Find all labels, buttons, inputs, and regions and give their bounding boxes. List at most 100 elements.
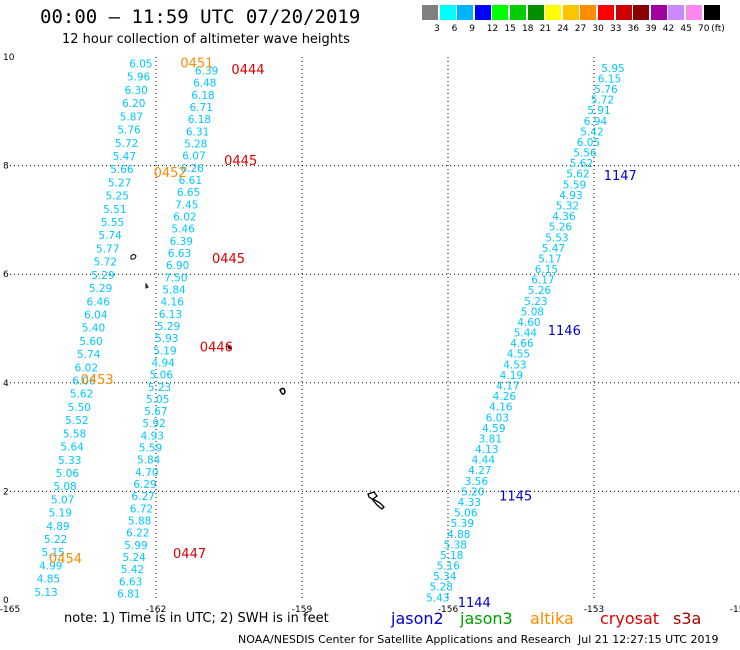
wave-height-value: 4.94 xyxy=(151,357,175,369)
credit-line: NOAA/NESDIS Center for Satellite Applica… xyxy=(238,633,572,646)
wave-height-value: 5.42 xyxy=(580,126,603,138)
island-outline xyxy=(227,343,232,350)
wave-height-value: 6.18 xyxy=(188,114,211,126)
wave-height-value: 5.59 xyxy=(139,443,162,455)
island-outline xyxy=(279,387,286,395)
wave-height-value: 5.91 xyxy=(587,105,610,117)
wave-height-value: 6.06 xyxy=(72,376,96,388)
wave-height-value: 5.72 xyxy=(115,138,138,150)
wave-height-value: 3.56 xyxy=(465,476,489,488)
wave-height-value: 5.33 xyxy=(58,455,81,467)
wave-height-value: 4.53 xyxy=(503,359,526,371)
legend-label: 12 xyxy=(486,24,499,34)
wave-height-value: 5.39 xyxy=(451,518,474,530)
legend-swatch xyxy=(492,5,509,20)
wave-height-value: 5.19 xyxy=(49,508,72,520)
wave-height-value: 4.85 xyxy=(37,574,60,586)
wave-height-value: 5.53 xyxy=(545,232,568,244)
wave-height-value: 4.93 xyxy=(559,190,582,202)
legend-swatch xyxy=(650,5,667,20)
wave-height-value: 5.95 xyxy=(601,63,624,75)
wave-height-value: 4.13 xyxy=(475,444,498,456)
wave-height-value: 5.13 xyxy=(34,587,57,599)
wave-height-value: 5.59 xyxy=(563,179,586,191)
wave-height-value: 6.13 xyxy=(159,309,182,321)
wave-height-value: 5.96 xyxy=(127,72,151,84)
wave-height-value: 5.29 xyxy=(91,270,114,282)
wave-height-value: 4.16 xyxy=(489,402,513,414)
x-tick-label: -165 xyxy=(0,605,20,615)
wave-height-value: 6.03 xyxy=(486,412,509,424)
legend-label: 18 xyxy=(522,24,534,34)
pass-time-label: 1145 xyxy=(499,490,532,505)
wave-height-value: 4.44 xyxy=(472,455,496,467)
wave-height-value: 5.26 xyxy=(528,285,552,297)
wave-height-value: 4.33 xyxy=(458,497,481,509)
wave-height-value: 6.27 xyxy=(132,491,155,503)
legend-swatch xyxy=(474,5,491,20)
wave-height-value: 4.36 xyxy=(552,211,576,223)
y-tick-label: 8 xyxy=(3,162,9,172)
wave-height-value: 6.17 xyxy=(531,275,554,287)
x-tick-label: -159 xyxy=(292,605,313,615)
legend-label: 24 xyxy=(557,24,569,34)
wave-height-value: 5.17 xyxy=(538,253,561,265)
legend-swatch xyxy=(580,5,597,20)
legend-swatch xyxy=(439,5,456,20)
wave-height-value: 5.38 xyxy=(444,539,467,551)
satellite-label-s3a: s3a xyxy=(673,609,702,628)
wave-height-value: 5.08 xyxy=(53,481,76,493)
wave-height-value: 5.55 xyxy=(101,217,124,229)
wave-height-value: 5.06 xyxy=(454,508,478,520)
wave-height-value: 6.05 xyxy=(577,137,600,149)
wave-height-value: 5.67 xyxy=(144,406,167,418)
wave-height-value: 5.28 xyxy=(430,582,453,594)
wave-height-value: 6.48 xyxy=(193,78,216,90)
y-tick-label: 0 xyxy=(3,596,9,606)
legend-label: 45 xyxy=(680,24,692,34)
wave-height-value: 5.74 xyxy=(77,349,101,361)
page-subtitle: 12 hour collection of altimeter wave hei… xyxy=(62,32,350,47)
wave-height-value: 6.02 xyxy=(75,362,98,374)
wave-height-value: 5.29 xyxy=(89,283,112,295)
wave-height-value: 5.56 xyxy=(573,148,597,160)
wave-height-value: 4.16 xyxy=(161,297,185,309)
wave-height-value: 5.26 xyxy=(549,222,573,234)
wave-height-value: 6.72 xyxy=(130,503,153,515)
wave-height-value: 6.20 xyxy=(122,98,145,110)
legend-swatch xyxy=(668,5,685,20)
pass-time-label: 0445 xyxy=(224,154,257,169)
wave-height-value: 6.15 xyxy=(535,264,558,276)
timestamp: Jul 21 12:27:15 UTC 2019 xyxy=(578,633,719,646)
wave-height-value: 6.22 xyxy=(126,528,149,540)
y-tick-label: 4 xyxy=(3,379,9,389)
island-outline xyxy=(130,254,137,260)
wave-height-value: 5.07 xyxy=(51,494,74,506)
x-tick-label: -153 xyxy=(584,605,604,615)
x-tick-label: -150 xyxy=(730,605,740,615)
wave-height-value: 5.15 xyxy=(41,547,64,559)
wave-height-value: 6.15 xyxy=(598,73,621,85)
legend-swatch xyxy=(703,5,720,20)
wave-height-value: 5.64 xyxy=(60,442,84,454)
wave-height-value: 5.19 xyxy=(153,345,176,357)
wave-height-value: 5.72 xyxy=(591,95,614,107)
wave-height-value: 5.62 xyxy=(70,389,93,401)
wave-height-value: 5.16 xyxy=(437,561,461,573)
legend-swatch xyxy=(615,5,632,20)
wave-height-value: 6.65 xyxy=(177,187,200,199)
wave-height-value: 5.62 xyxy=(566,169,589,181)
wave-height-value: 6.02 xyxy=(173,212,196,224)
legend-swatch xyxy=(422,5,438,20)
pass-time-label: 0447 xyxy=(173,547,206,562)
wave-height-value: 6.61 xyxy=(179,175,202,187)
wave-height-value: 5.72 xyxy=(94,257,117,269)
wave-height-value: 5.47 xyxy=(542,243,565,255)
pass-time-label: 1144 xyxy=(458,596,491,611)
pass-time-label: 0445 xyxy=(212,252,245,267)
pass-time-label: 0453 xyxy=(81,373,114,388)
wave-height-value: 5.76 xyxy=(594,84,618,96)
wave-height-value: 5.62 xyxy=(570,158,593,170)
wave-height-value: 5.24 xyxy=(122,552,146,564)
wave-height-value: 5.84 xyxy=(162,284,186,296)
